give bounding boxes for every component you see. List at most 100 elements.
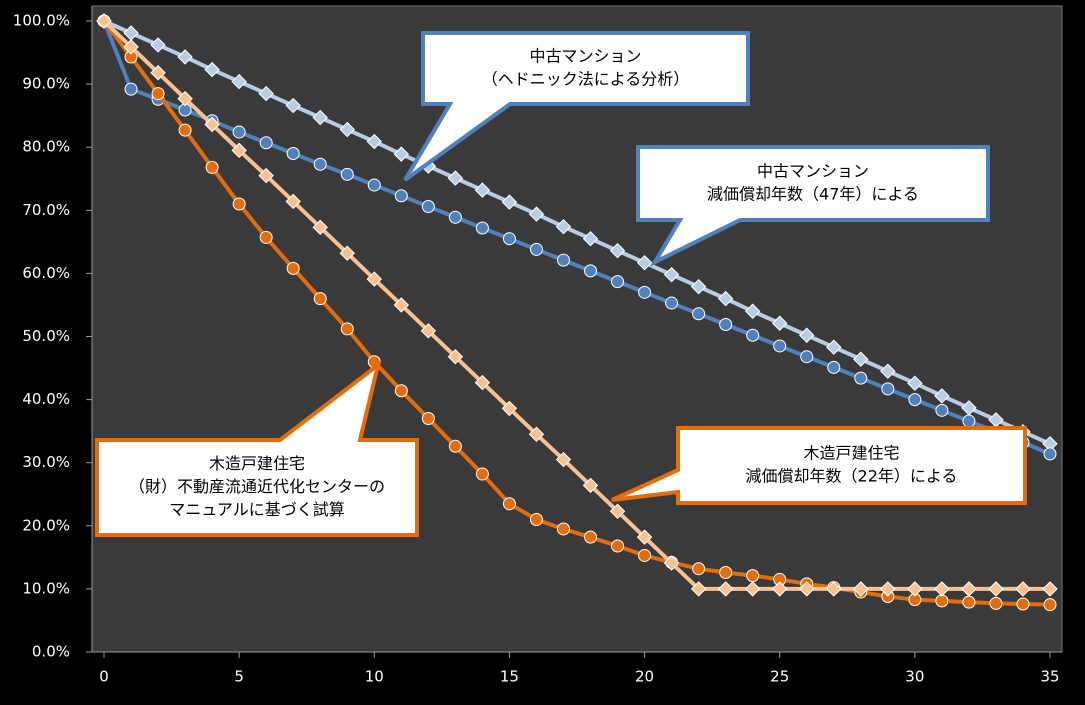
- point: [719, 318, 733, 332]
- point: [934, 388, 950, 404]
- y-tick-label: 30.0%: [22, 453, 70, 471]
- callout: [95, 359, 419, 537]
- callout-text: 木造戸建住宅: [209, 454, 305, 473]
- point: [962, 595, 976, 609]
- y-tick-label: 60.0%: [22, 264, 70, 282]
- point: [636, 254, 653, 271]
- point: [474, 374, 491, 391]
- point: [501, 194, 518, 210]
- point: [638, 285, 652, 299]
- point: [528, 206, 545, 222]
- point: [366, 133, 382, 150]
- point: [826, 581, 842, 597]
- point: [231, 142, 247, 159]
- point: [907, 581, 923, 597]
- point: [881, 382, 895, 396]
- point: [259, 230, 273, 244]
- y-tick-label: 10.0%: [22, 579, 70, 597]
- point: [177, 90, 193, 107]
- point: [692, 562, 706, 576]
- point: [339, 245, 355, 261]
- point: [340, 322, 354, 336]
- point: [663, 555, 680, 571]
- callout-text: 減価償却年数（47年）による: [707, 185, 919, 204]
- point: [854, 371, 868, 385]
- point: [286, 261, 300, 275]
- point: [555, 451, 572, 468]
- point: [501, 400, 518, 417]
- point: [448, 210, 462, 224]
- point: [178, 123, 192, 137]
- point: [232, 197, 246, 211]
- point: [312, 219, 328, 236]
- point: [204, 61, 220, 78]
- point: [394, 189, 408, 203]
- point: [744, 581, 761, 597]
- x-tick-label: 10: [365, 668, 384, 686]
- point: [1043, 447, 1057, 461]
- callout-text: 中古マンション: [757, 162, 869, 181]
- point: [448, 439, 462, 453]
- point: [692, 307, 706, 321]
- point: [746, 328, 760, 342]
- point: [420, 323, 437, 339]
- point: [231, 73, 247, 90]
- point: [584, 264, 598, 278]
- y-tick-label: 20.0%: [22, 516, 70, 534]
- point: [285, 193, 301, 210]
- point: [555, 218, 572, 235]
- point: [150, 65, 166, 81]
- x-tick-label: 0: [99, 668, 109, 686]
- point: [853, 351, 869, 367]
- point: [502, 497, 516, 511]
- point: [124, 82, 138, 96]
- callout-text: 減価償却年数（22年）による: [746, 467, 958, 486]
- point: [529, 512, 543, 526]
- callout: [403, 31, 750, 182]
- point: [528, 426, 545, 443]
- point: [447, 170, 464, 186]
- point: [475, 221, 489, 235]
- point: [717, 581, 734, 597]
- y-tick-label: 70.0%: [22, 201, 70, 219]
- y-tick-label: 0.0%: [32, 643, 70, 661]
- point: [989, 596, 1003, 610]
- point: [665, 296, 679, 310]
- point: [582, 230, 599, 247]
- point: [393, 297, 410, 313]
- point: [935, 594, 949, 608]
- callout-text: マニュアルに基づく試算: [169, 500, 345, 519]
- point: [177, 49, 193, 65]
- point: [773, 339, 787, 353]
- point: [529, 242, 543, 256]
- point: [961, 581, 977, 597]
- point: [827, 360, 841, 374]
- point: [935, 403, 949, 417]
- point: [690, 278, 707, 295]
- point: [880, 363, 896, 379]
- point: [582, 477, 599, 494]
- callout-text: 中古マンション: [529, 47, 641, 66]
- point: [719, 565, 733, 579]
- point: [638, 548, 652, 562]
- point: [880, 581, 896, 597]
- y-tick-label: 90.0%: [22, 75, 70, 93]
- callout: [611, 426, 1027, 505]
- point: [636, 529, 653, 545]
- point: [447, 348, 464, 365]
- point: [611, 539, 625, 553]
- point: [313, 292, 327, 306]
- x-tick-label: 20: [635, 668, 654, 686]
- point: [232, 125, 246, 139]
- point: [611, 275, 625, 289]
- point: [609, 503, 626, 519]
- point: [313, 157, 327, 171]
- point: [584, 530, 598, 544]
- point: [340, 167, 354, 181]
- point: [285, 97, 301, 114]
- point: [258, 167, 274, 184]
- point: [609, 242, 626, 259]
- point: [286, 147, 300, 161]
- point: [772, 581, 788, 597]
- callout-text: （ヘドニック法による分析）: [482, 70, 690, 89]
